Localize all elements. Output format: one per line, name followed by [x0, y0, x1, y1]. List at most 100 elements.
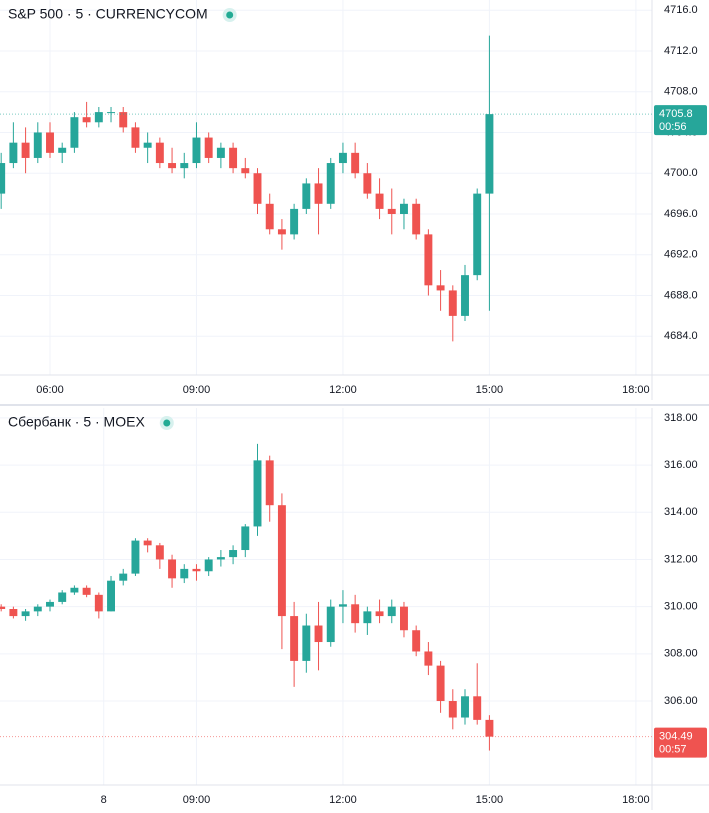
y-tick-label: 4696.0: [664, 208, 698, 220]
candle-body: [58, 147, 67, 153]
candle-body: [107, 580, 115, 612]
y-tick-label: 308.00: [664, 648, 698, 660]
y-tick-label: 314.00: [664, 506, 698, 518]
candle-body: [265, 203, 274, 230]
x-tick-label: 06:00: [36, 384, 64, 396]
candle-body: [338, 152, 347, 164]
y-tick-label: 4700.0: [664, 167, 698, 179]
candle-body: [155, 142, 164, 164]
candle-body: [216, 557, 225, 560]
candle-body: [192, 568, 201, 572]
x-tick-label: 8: [101, 794, 107, 806]
candle-body: [94, 112, 103, 123]
candle-body: [33, 606, 42, 612]
x-tick-label: 18:00: [622, 794, 650, 806]
y-tick-label: 312.00: [664, 553, 698, 565]
x-tick-label: 09:00: [183, 794, 211, 806]
candle-body: [351, 604, 360, 624]
status-dot: [163, 419, 171, 427]
candle-body: [473, 193, 482, 276]
countdown-label: 00:57: [659, 744, 687, 756]
candle-body: [143, 540, 152, 546]
candle-body: [229, 147, 238, 169]
candle-body: [180, 163, 189, 169]
candle-body: [290, 208, 299, 235]
candle-body: [168, 559, 177, 579]
y-tick-label: 4692.0: [664, 249, 698, 261]
candle-body: [216, 147, 225, 158]
y-tick-label: 4688.0: [664, 289, 698, 301]
candle-body: [485, 114, 494, 194]
candle-body: [21, 142, 30, 158]
candle-body: [302, 625, 311, 661]
status-dot: [226, 11, 234, 19]
candle-body: [461, 696, 469, 718]
candle-body: [131, 127, 140, 148]
candle-body: [485, 719, 494, 737]
x-tick-label: 12:00: [329, 794, 357, 806]
candle-body: [412, 630, 421, 652]
candle-body: [33, 132, 42, 158]
x-tick-label: 15:00: [476, 794, 504, 806]
candle-body: [277, 505, 286, 617]
candle-body: [143, 142, 152, 148]
candle-body: [9, 142, 18, 164]
candle-body: [290, 616, 299, 661]
candle-body: [70, 117, 79, 148]
chart-title: S&P 500 · 5 · CURRENCYCOM: [8, 6, 208, 22]
candle-body: [204, 137, 213, 158]
candle-body: [70, 587, 79, 593]
candle-body: [424, 651, 433, 666]
y-tick-label: 306.00: [664, 695, 698, 707]
last-price-label: 4705.8: [659, 108, 693, 120]
candle-body: [21, 611, 30, 617]
candle-body: [0, 606, 6, 610]
chart-title: Сбербанк · 5 · MOEX: [8, 414, 145, 430]
candle-body: [131, 540, 140, 574]
x-tick-label: 09:00: [183, 384, 211, 396]
candle-body: [58, 592, 67, 602]
x-tick-label: 18:00: [622, 384, 650, 396]
y-tick-label: 4708.0: [664, 86, 698, 98]
candle-body: [448, 290, 457, 316]
candle-body: [265, 460, 274, 506]
candle-body: [461, 275, 469, 316]
candle-body: [0, 163, 6, 194]
candle-body: [326, 163, 335, 204]
last-price-badge: [654, 727, 707, 758]
candle-body: [119, 112, 128, 128]
candle-body: [229, 550, 238, 558]
candle-body: [180, 568, 189, 579]
candle-body: [314, 625, 323, 643]
candle-body: [168, 163, 177, 169]
candle-body: [363, 173, 372, 194]
candle-body: [253, 460, 262, 527]
candle-body: [363, 611, 372, 624]
candle-body: [46, 132, 54, 153]
candle-body: [387, 208, 396, 214]
candle-body: [277, 229, 286, 235]
y-tick-label: 4716.0: [664, 4, 698, 16]
candle-body: [46, 601, 54, 607]
candle-body: [436, 665, 445, 702]
candle-body: [387, 606, 396, 617]
candle-body: [375, 193, 384, 209]
candle-body: [448, 701, 457, 718]
countdown-label: 00:56: [659, 121, 687, 133]
candle-body: [412, 203, 421, 235]
candle-body: [326, 606, 335, 643]
candle-body: [375, 611, 384, 617]
candle-body: [9, 609, 18, 617]
candle-body: [82, 117, 91, 123]
candle-body: [424, 234, 433, 286]
y-tick-label: 318.00: [664, 412, 698, 424]
candle-body: [204, 559, 213, 572]
candle-body: [314, 183, 323, 204]
candle-body: [192, 137, 201, 164]
y-tick-label: 316.00: [664, 459, 698, 471]
candle-body: [241, 168, 250, 174]
last-price-label: 304.49: [659, 731, 693, 743]
candle-body: [302, 183, 311, 209]
